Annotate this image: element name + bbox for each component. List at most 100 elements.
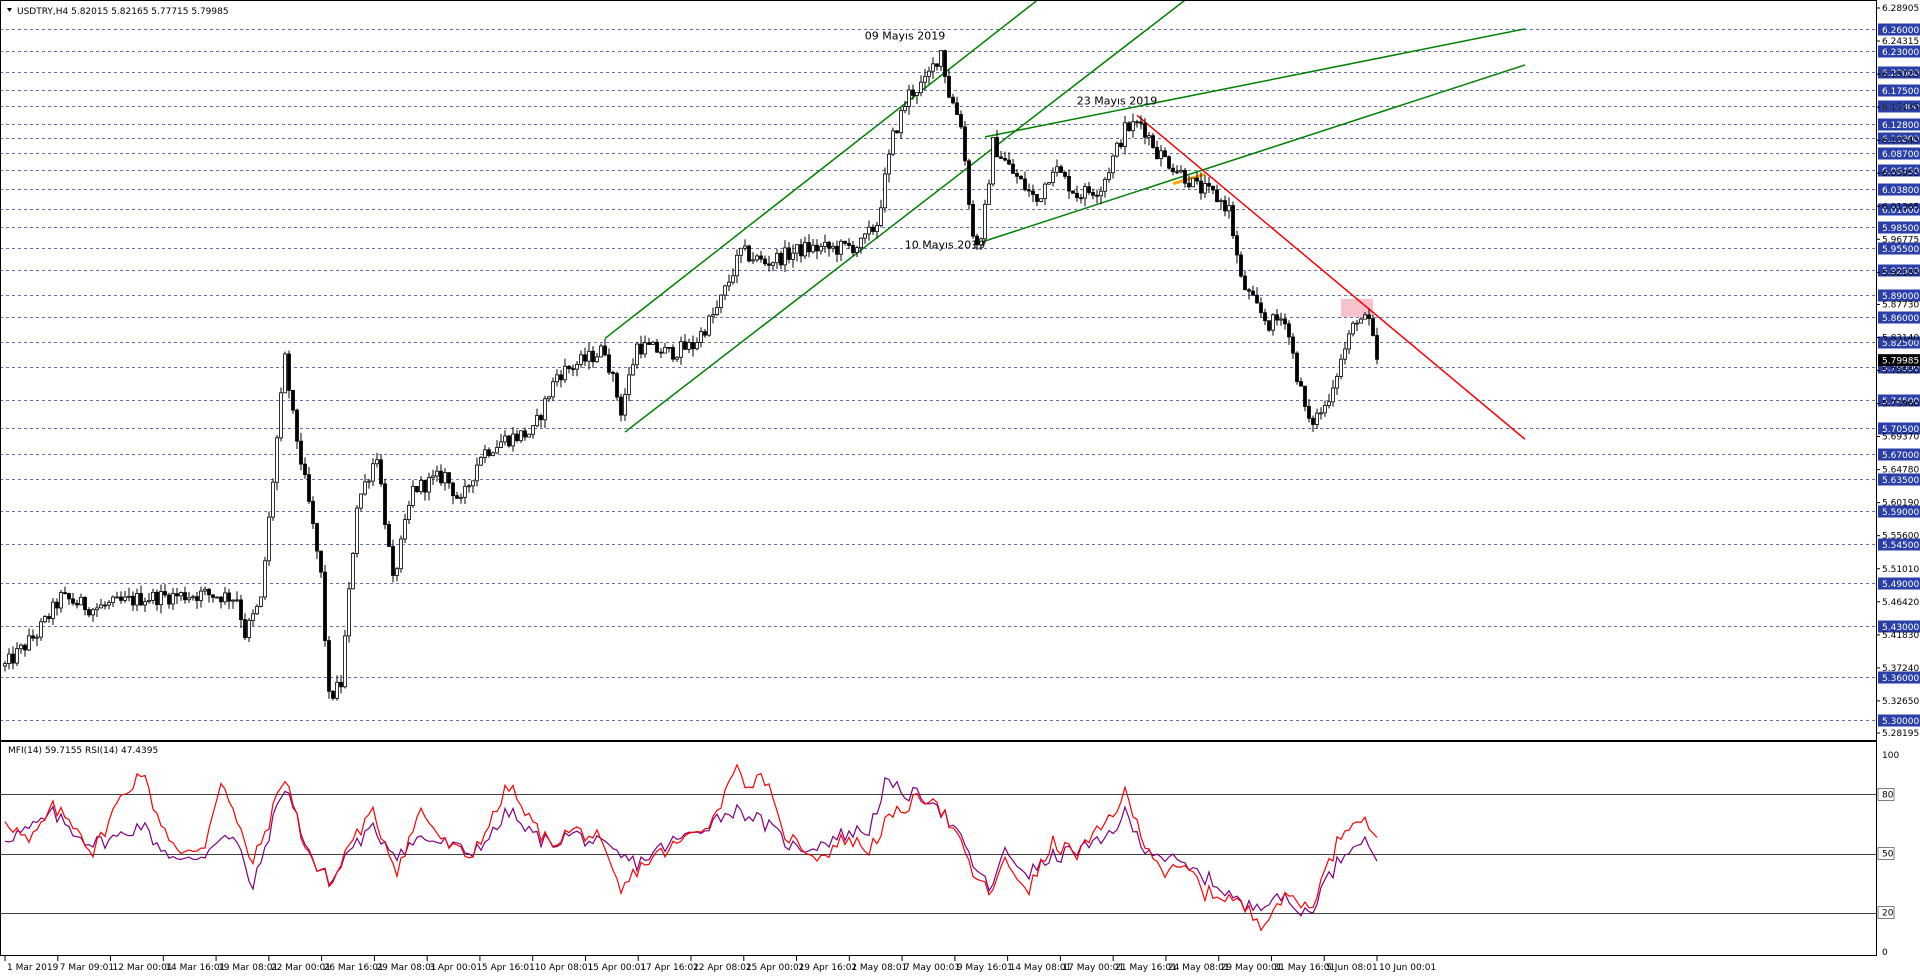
price-level-label-bg bbox=[1878, 45, 1920, 58]
wedge-lower-line[interactable] bbox=[972, 64, 1526, 246]
candle-body bbox=[1147, 135, 1151, 138]
candle-body bbox=[159, 591, 163, 606]
candle-body bbox=[883, 173, 887, 209]
price-level-label-bg bbox=[1878, 505, 1920, 518]
candle-body bbox=[311, 500, 315, 524]
candle-body bbox=[775, 252, 779, 264]
candle-body bbox=[271, 481, 275, 518]
candle-body bbox=[1303, 385, 1307, 407]
candle-body bbox=[503, 435, 507, 443]
candle-body bbox=[1271, 314, 1275, 331]
candle-body bbox=[487, 449, 491, 456]
price-level-label-bg bbox=[1878, 118, 1920, 131]
price-level-label-bg bbox=[1878, 183, 1920, 196]
candle-body bbox=[755, 255, 759, 261]
candle-body bbox=[255, 606, 259, 615]
candle-body bbox=[1203, 183, 1207, 194]
indicator-level-label-bg bbox=[1877, 906, 1895, 919]
candle-body bbox=[1287, 323, 1291, 338]
candle-body bbox=[71, 598, 75, 604]
price-tick-label: 5.83140 bbox=[1882, 333, 1919, 343]
candle-body bbox=[351, 552, 355, 590]
candle-body bbox=[915, 92, 919, 96]
candle-body bbox=[603, 345, 607, 356]
candle-body bbox=[315, 523, 319, 552]
candle-body bbox=[799, 244, 803, 257]
candle-body bbox=[1371, 318, 1375, 336]
time-tick-label: 29 Mar 08:01 bbox=[376, 963, 436, 973]
candle-body bbox=[667, 346, 671, 349]
time-tick-label: 9 May 16:01 bbox=[957, 963, 1013, 973]
candle-body bbox=[323, 571, 327, 641]
price-level-label: 5.54500 bbox=[1882, 541, 1919, 551]
price-level-label-bg bbox=[1878, 203, 1920, 216]
candle-body bbox=[483, 449, 487, 458]
candle-body bbox=[55, 601, 59, 609]
candle-body bbox=[11, 653, 15, 664]
candle-body bbox=[1031, 190, 1035, 195]
candle-body bbox=[399, 538, 403, 570]
candle-body bbox=[1199, 180, 1203, 194]
candle-body bbox=[331, 690, 335, 699]
candle-body bbox=[411, 486, 415, 506]
lower-channel-line[interactable] bbox=[624, 0, 1186, 433]
candle-body bbox=[851, 245, 855, 253]
candle-body bbox=[927, 70, 931, 77]
candle-body bbox=[963, 126, 967, 162]
upper-channel-line[interactable] bbox=[604, 0, 1065, 340]
candle-body bbox=[943, 50, 947, 77]
candle-body bbox=[35, 636, 39, 639]
header-triangle-icon[interactable] bbox=[7, 8, 12, 12]
candle-body bbox=[991, 137, 995, 185]
candle-body bbox=[907, 89, 911, 107]
price-level-label-bg bbox=[1878, 620, 1920, 633]
candle-body bbox=[1107, 172, 1111, 180]
candle-body bbox=[1135, 121, 1139, 124]
price-level-label-bg bbox=[1878, 422, 1920, 435]
candle-body bbox=[1003, 158, 1007, 161]
candle-body bbox=[619, 396, 623, 416]
price-tick-label: 6.19725 bbox=[1882, 70, 1919, 80]
candle-body bbox=[283, 353, 287, 394]
indicator-level-label-bg bbox=[1877, 847, 1895, 860]
candle-body bbox=[803, 242, 807, 257]
price-level-label: 6.01000 bbox=[1882, 206, 1919, 216]
price-level-label-bg bbox=[1878, 221, 1920, 234]
candle-body bbox=[955, 102, 959, 115]
price-level-label-bg bbox=[1878, 671, 1920, 684]
time-tick-label: 1 Mar 2019 bbox=[7, 963, 59, 973]
candle-body bbox=[1315, 412, 1319, 425]
time-tick-label: 14 May 08:01 bbox=[1010, 963, 1072, 973]
candle-body bbox=[931, 63, 935, 72]
price-level-label: 5.43000 bbox=[1882, 623, 1919, 633]
candle-body bbox=[1375, 335, 1379, 360]
time-tick-label: 15 Apr 00:01 bbox=[587, 963, 646, 973]
candle-body bbox=[427, 477, 431, 493]
candle-body bbox=[1171, 167, 1175, 173]
candle-body bbox=[491, 452, 495, 456]
candle-body bbox=[1351, 322, 1355, 335]
price-tick-label: 5.55600 bbox=[1882, 532, 1919, 542]
candle-body bbox=[23, 644, 27, 651]
candle-body bbox=[407, 505, 411, 521]
time-tick-label: 21 May 16:01 bbox=[1115, 963, 1177, 973]
candle-body bbox=[139, 593, 143, 606]
candle-body bbox=[295, 409, 299, 442]
candle-body bbox=[771, 262, 775, 266]
time-tick-label: 12 Mar 00:01 bbox=[113, 963, 173, 973]
downtrend-line[interactable] bbox=[1136, 114, 1526, 440]
candle-body bbox=[1291, 336, 1295, 354]
price-level-label: 6.03800 bbox=[1882, 186, 1919, 196]
candle-body bbox=[1091, 192, 1095, 196]
candle-body bbox=[1331, 387, 1335, 403]
candle-body bbox=[671, 347, 675, 360]
candle-body bbox=[699, 331, 703, 344]
candle-body bbox=[231, 599, 235, 602]
price-level-label: 6.12800 bbox=[1882, 121, 1919, 131]
candle-body bbox=[243, 619, 247, 638]
wedge-upper-line[interactable] bbox=[984, 28, 1526, 138]
candle-body bbox=[403, 519, 407, 540]
candle-body bbox=[479, 456, 483, 466]
